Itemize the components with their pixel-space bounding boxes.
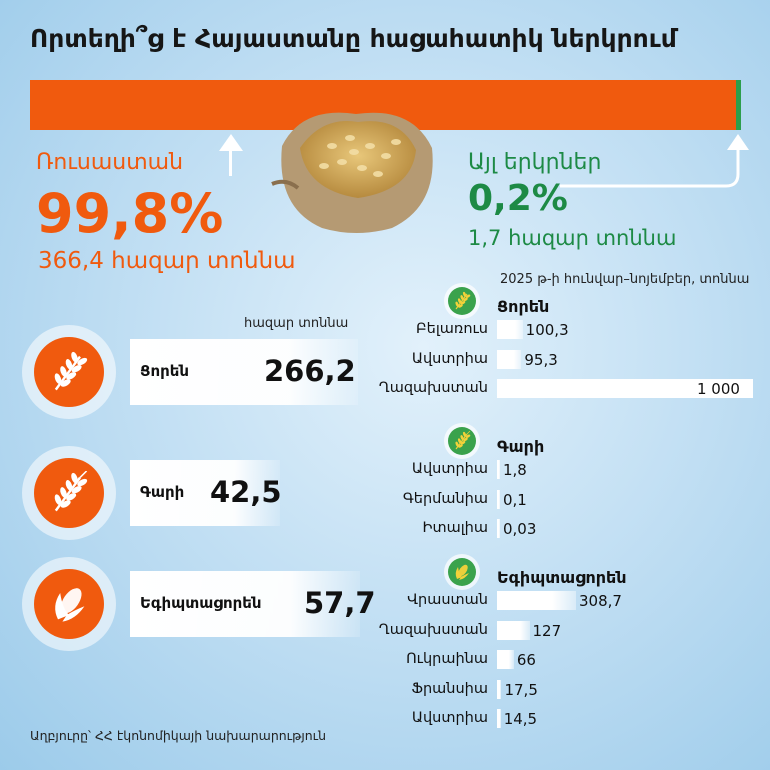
crop-total-value: 266,2 [264, 354, 356, 388]
country-value: 95,3 [524, 350, 558, 369]
country-bar [497, 349, 522, 369]
country-bar [497, 591, 577, 610]
country-label: Վրաստան [407, 592, 488, 608]
group-icon-badge [444, 283, 480, 319]
country-bar [497, 460, 500, 479]
country-label: Բելառուս [416, 321, 488, 337]
country-bar [497, 519, 500, 538]
group-title: Եգիպտացորեն [497, 568, 627, 587]
country-value: 66 [516, 651, 536, 669]
crop-total-bar [130, 339, 358, 405]
country-bar [497, 620, 530, 640]
russia-percent: 99,8% [36, 182, 224, 245]
crop-total-label: Գարի [140, 483, 185, 501]
crop-total-bar [130, 460, 280, 526]
country-label: Ավստրիա [411, 461, 488, 477]
country-label: Ղազախստան [378, 380, 488, 396]
crop-icon-badge [22, 446, 116, 540]
arrow-russia-shaft [229, 148, 232, 176]
country-value: 100,3 [525, 321, 569, 339]
crop-icon-badge [22, 557, 116, 651]
country-label: Գերմանիա [402, 490, 488, 507]
barley-icon [448, 427, 476, 455]
country-bar [497, 320, 523, 339]
unit-label-left: հազար տոննա [244, 316, 349, 331]
country-value: 1,8 [503, 461, 527, 479]
crop-total-value: 42,5 [210, 475, 282, 509]
page-title: Որտեղի՞ց է Հայաստանը հացահատիկ ներկրում [30, 24, 677, 53]
corn-icon [34, 569, 104, 639]
barley-icon [34, 458, 104, 528]
wheat-icon [448, 287, 476, 315]
corn-icon [448, 558, 476, 586]
country-value: 0,03 [503, 520, 537, 538]
country-bar [497, 489, 500, 509]
country-label: Ավստրիա [411, 350, 488, 367]
country-value: 14,5 [503, 710, 538, 728]
crop-total-label: Ցորեն [140, 362, 190, 380]
other-countries-name: Այլ երկրներ [468, 150, 602, 175]
crop-total-bar [130, 571, 360, 637]
country-value: 17,5 [504, 680, 538, 699]
country-bar [497, 679, 502, 699]
country-value: 0,1 [503, 490, 527, 509]
group-icon-badge [444, 554, 480, 590]
country-value: 127 [532, 621, 562, 640]
grain-sack-illustration [271, 112, 433, 233]
other-countries-amount: 1,7 հազար տոննա [468, 226, 677, 250]
group-icon-badge [444, 423, 480, 459]
country-label: Ուկրաինա [406, 651, 488, 667]
crop-total-label: Եգիպտացորեն [140, 594, 262, 612]
arrow-up-icon [219, 134, 243, 151]
country-bar [497, 709, 501, 728]
arrow-other-icon [560, 134, 749, 188]
country-bar [497, 650, 514, 669]
country-value: 1 000 [697, 380, 740, 398]
crop-icon-badge [22, 325, 116, 419]
russia-amount: 366,4 հազար տոննա [38, 248, 296, 274]
wheat-icon [34, 337, 104, 407]
country-label: Ավստրիա [411, 710, 488, 726]
other-countries-percent: 0,2% [468, 178, 568, 219]
country-label: Ղազախստան [378, 621, 488, 638]
group-title: Գարի [497, 437, 545, 456]
group-title: Ցորեն [497, 297, 550, 316]
crop-total-value: 57,7 [304, 586, 376, 620]
russia-name: Ռուսաստան [36, 150, 184, 175]
bar-other-countries [736, 80, 741, 130]
unit-label-right: 2025 թ-ի հունվար–նոյեմբեր, տոննա [500, 272, 750, 287]
country-label: Ֆրանսիա [411, 680, 488, 697]
country-value: 308,7 [579, 592, 622, 610]
country-bar [497, 379, 753, 398]
country-label: Իտալիա [422, 520, 488, 536]
source-note: Աղբյուրը՝ ՀՀ էկոնոմիկայի նախարարություն [30, 728, 326, 743]
